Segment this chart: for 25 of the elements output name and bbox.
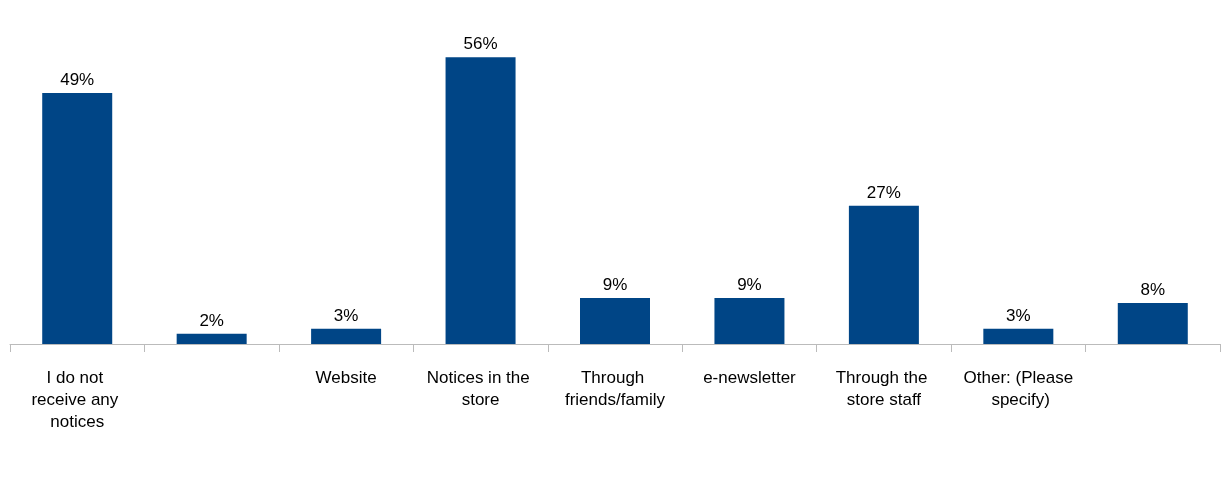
- x-tick-label: I do not receive any notices: [31, 367, 124, 431]
- x-tick-label: Other: (Please specify): [963, 367, 1074, 409]
- bar: [714, 297, 785, 344]
- x-tick-label: Notices in the store: [426, 367, 535, 409]
- data-label: 3%: [333, 305, 359, 325]
- data-label: 9%: [602, 274, 628, 294]
- bar: [983, 328, 1054, 344]
- bar: [176, 333, 247, 344]
- x-tick-label: Through the store staff: [835, 367, 933, 409]
- x-tick-label: e-newsletter: [703, 367, 797, 387]
- x-tick-label: Through friends/family: [564, 367, 666, 409]
- bar: [848, 205, 919, 344]
- data-label: 2%: [199, 310, 224, 330]
- data-label: 49%: [60, 70, 95, 90]
- bar: [1117, 303, 1188, 344]
- data-label: 8%: [1140, 280, 1166, 300]
- bar: [311, 328, 382, 344]
- bar: [42, 93, 113, 344]
- bar: [445, 57, 516, 344]
- x-tick-label: Website: [315, 367, 377, 387]
- bar: [580, 297, 650, 344]
- data-label: 56%: [463, 34, 498, 54]
- data-label: 3%: [1006, 305, 1031, 325]
- data-label: 9%: [737, 274, 762, 294]
- data-label: 27%: [866, 182, 901, 202]
